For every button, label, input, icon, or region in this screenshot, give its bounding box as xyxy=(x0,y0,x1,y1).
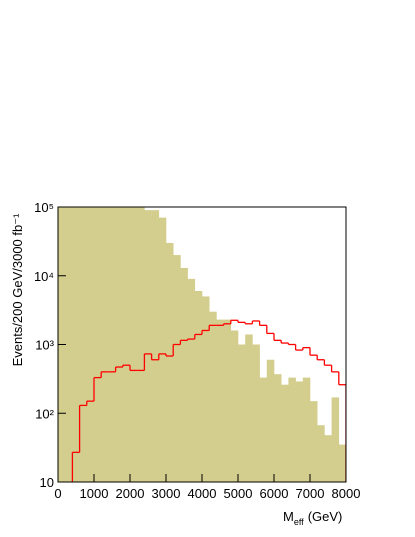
bar xyxy=(158,217,167,482)
bar xyxy=(108,207,116,482)
bar xyxy=(86,207,95,482)
bar xyxy=(338,444,346,482)
bar xyxy=(144,210,152,482)
y-tick-label: 10 xyxy=(40,475,54,490)
bar xyxy=(187,278,196,482)
bar xyxy=(151,210,160,482)
x-tick-label: 4000 xyxy=(188,486,217,501)
x-tick-label: 0 xyxy=(54,486,61,501)
y-tick-label: 10³ xyxy=(35,338,54,353)
bar xyxy=(173,255,181,482)
bar xyxy=(94,207,102,482)
bar xyxy=(331,397,340,482)
bar xyxy=(115,207,124,482)
x-tick-label: 7000 xyxy=(296,486,325,501)
x-axis-label: Meff (GeV) xyxy=(283,509,342,527)
x-label-unit: (GeV) xyxy=(308,509,343,524)
bar xyxy=(317,425,325,482)
bar xyxy=(180,267,188,482)
bar xyxy=(202,296,210,482)
bar xyxy=(295,381,304,482)
bar xyxy=(79,207,88,482)
bar xyxy=(310,401,318,482)
bar xyxy=(259,377,268,482)
bar xyxy=(65,207,73,482)
x-label-sub: eff xyxy=(294,517,304,527)
bar xyxy=(288,377,296,482)
bar xyxy=(230,330,239,482)
bar xyxy=(130,207,138,482)
bar xyxy=(223,319,232,482)
bar xyxy=(324,435,332,482)
x-tick-label: 8000 xyxy=(332,486,361,501)
bar xyxy=(166,242,174,482)
plot-area xyxy=(58,207,346,482)
x-tick-label: 5000 xyxy=(224,486,253,501)
y-tick-label: 10⁵ xyxy=(34,200,54,215)
bar xyxy=(281,384,289,482)
x-tick-label: 6000 xyxy=(260,486,289,501)
bar xyxy=(245,334,253,482)
bar xyxy=(137,207,145,482)
bar xyxy=(216,319,224,482)
x-tick-label: 2000 xyxy=(116,486,145,501)
bar xyxy=(209,311,217,482)
bar xyxy=(252,344,260,482)
x-label-main: M xyxy=(283,509,294,524)
bar xyxy=(72,207,80,482)
bar xyxy=(238,344,246,482)
bar xyxy=(122,207,131,482)
bar xyxy=(274,374,282,482)
y-tick-label: 10⁴ xyxy=(34,269,54,284)
x-tick-label: 1000 xyxy=(80,486,109,501)
bar xyxy=(101,207,109,482)
y-tick-label: 10² xyxy=(35,406,54,421)
x-tick-label: 3000 xyxy=(152,486,181,501)
bar xyxy=(266,359,275,482)
bar xyxy=(302,377,311,482)
y-axis-label: Events/200 GeV/3000 fb⁻¹ xyxy=(10,213,25,367)
bar xyxy=(194,291,203,482)
